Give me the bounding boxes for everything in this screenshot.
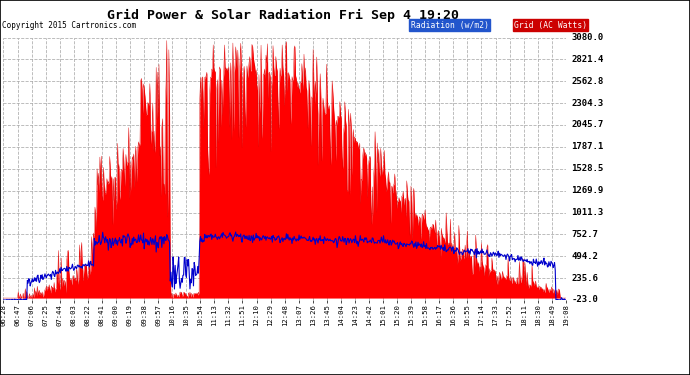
Text: Copyright 2015 Cartronics.com: Copyright 2015 Cartronics.com [2,21,136,30]
Text: 1787.1: 1787.1 [571,142,604,152]
Text: -23.0: -23.0 [571,296,598,304]
Text: Grid Power & Solar Radiation Fri Sep 4 19:20: Grid Power & Solar Radiation Fri Sep 4 1… [107,9,459,22]
Text: 1011.3: 1011.3 [571,208,604,217]
Text: 494.2: 494.2 [571,252,598,261]
Text: 2304.3: 2304.3 [571,99,604,108]
Text: 752.7: 752.7 [571,230,598,239]
Text: 1528.5: 1528.5 [571,164,604,173]
Text: 2821.4: 2821.4 [571,55,604,64]
Text: 2045.7: 2045.7 [571,120,604,129]
Text: Grid (AC Watts): Grid (AC Watts) [514,21,587,30]
Text: 3080.0: 3080.0 [571,33,604,42]
Text: 1269.9: 1269.9 [571,186,604,195]
Text: 235.6: 235.6 [571,274,598,283]
Text: Radiation (w/m2): Radiation (w/m2) [411,21,489,30]
Text: 2562.8: 2562.8 [571,77,604,86]
